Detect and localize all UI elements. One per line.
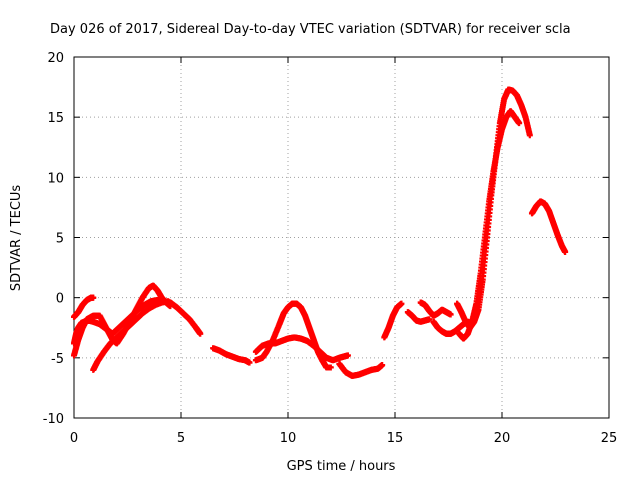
chart-title: Day 026 of 2017, Sidereal Day-to-day VTE… <box>50 22 571 37</box>
y-axis-label: SDTVAR / TECUs <box>9 185 24 292</box>
y-tick-label: 5 <box>56 232 64 247</box>
y-tick-label: 0 <box>56 292 64 307</box>
y-tick-label: 10 <box>47 171 64 186</box>
series-arc-15 <box>528 198 569 255</box>
data-points <box>71 86 569 379</box>
series-arc-8 <box>336 360 386 379</box>
data-point <box>344 352 351 359</box>
x-tick-label: 10 <box>280 431 297 446</box>
data-point <box>90 294 97 301</box>
axis-ticks <box>73 56 610 419</box>
data-point <box>398 300 405 307</box>
series-arc-10 <box>404 309 433 325</box>
y-tick-label: 20 <box>47 51 64 66</box>
data-point <box>526 132 533 139</box>
data-point <box>447 311 454 318</box>
x-axis-label: GPS time / hours <box>287 459 396 474</box>
x-tick-label: 20 <box>494 431 511 446</box>
series-arc-1 <box>71 294 97 320</box>
series-arc-3 <box>71 282 174 359</box>
x-tick-labels: 0 5 10 15 20 25 <box>70 431 617 446</box>
y-tick-label: 15 <box>47 111 64 126</box>
series-arc-7 <box>252 300 334 371</box>
x-tick-label: 25 <box>601 431 618 446</box>
data-point <box>426 316 433 323</box>
data-point <box>516 120 523 127</box>
y-tick-label: -5 <box>51 352 64 367</box>
x-tick-label: 0 <box>70 431 78 446</box>
data-point <box>197 330 204 337</box>
series-arc-14 <box>456 108 523 342</box>
x-tick-label: 15 <box>387 431 404 446</box>
series-arc-4 <box>90 298 172 373</box>
data-point <box>327 364 334 371</box>
data-point <box>379 362 386 369</box>
y-tick-labels: -10 -5 0 5 10 15 20 <box>43 51 64 427</box>
series-arc-9 <box>381 300 405 341</box>
y-tick-label: -10 <box>43 412 64 427</box>
series-arc-5 <box>210 345 253 366</box>
x-tick-label: 5 <box>177 431 185 446</box>
data-point <box>165 298 172 305</box>
data-point <box>562 248 569 255</box>
series-arc-11 <box>417 299 454 319</box>
data-point <box>167 303 174 310</box>
data-point <box>246 359 253 366</box>
